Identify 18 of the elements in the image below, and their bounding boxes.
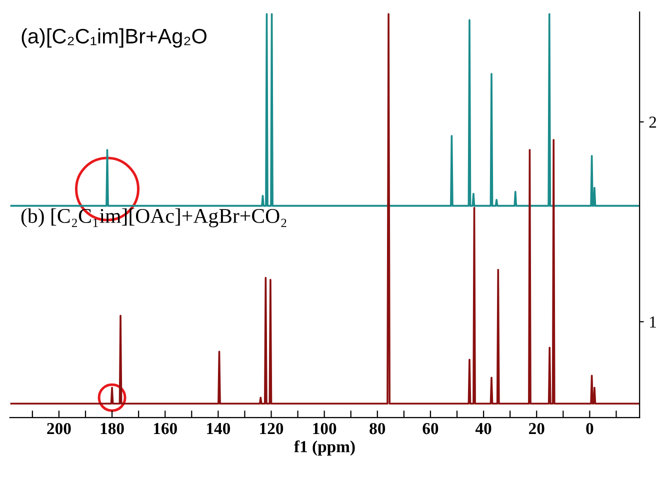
x-tick-label: 60: [422, 422, 438, 434]
x-tick-label: 200: [47, 422, 71, 434]
x-tick-label: 40: [475, 422, 492, 434]
x-tick-label: 100: [313, 422, 336, 434]
x-tick-label: 180: [100, 422, 124, 434]
x-axis-title: f1 (ppm): [294, 440, 355, 456]
x-tick-label: 20: [528, 422, 544, 434]
line-series: [10, 13, 640, 405]
line-series: [10, 13, 640, 207]
x-tick-label: 120: [260, 422, 284, 434]
y-tick-label: 1: [650, 316, 656, 328]
x-tick-label: 160: [154, 422, 177, 434]
y-tick-label: 2: [649, 116, 656, 128]
annotation: (b) [C₂C₁im][OAc]+AgBr+CO₂: [21, 208, 286, 228]
x-tick-label: 140: [207, 422, 230, 434]
annotation: (a)[C₂C₁im]Br+Ag₂O: [22, 28, 206, 48]
x-tick-label: 0: [586, 422, 594, 434]
x-tick-label: 80: [370, 422, 386, 434]
